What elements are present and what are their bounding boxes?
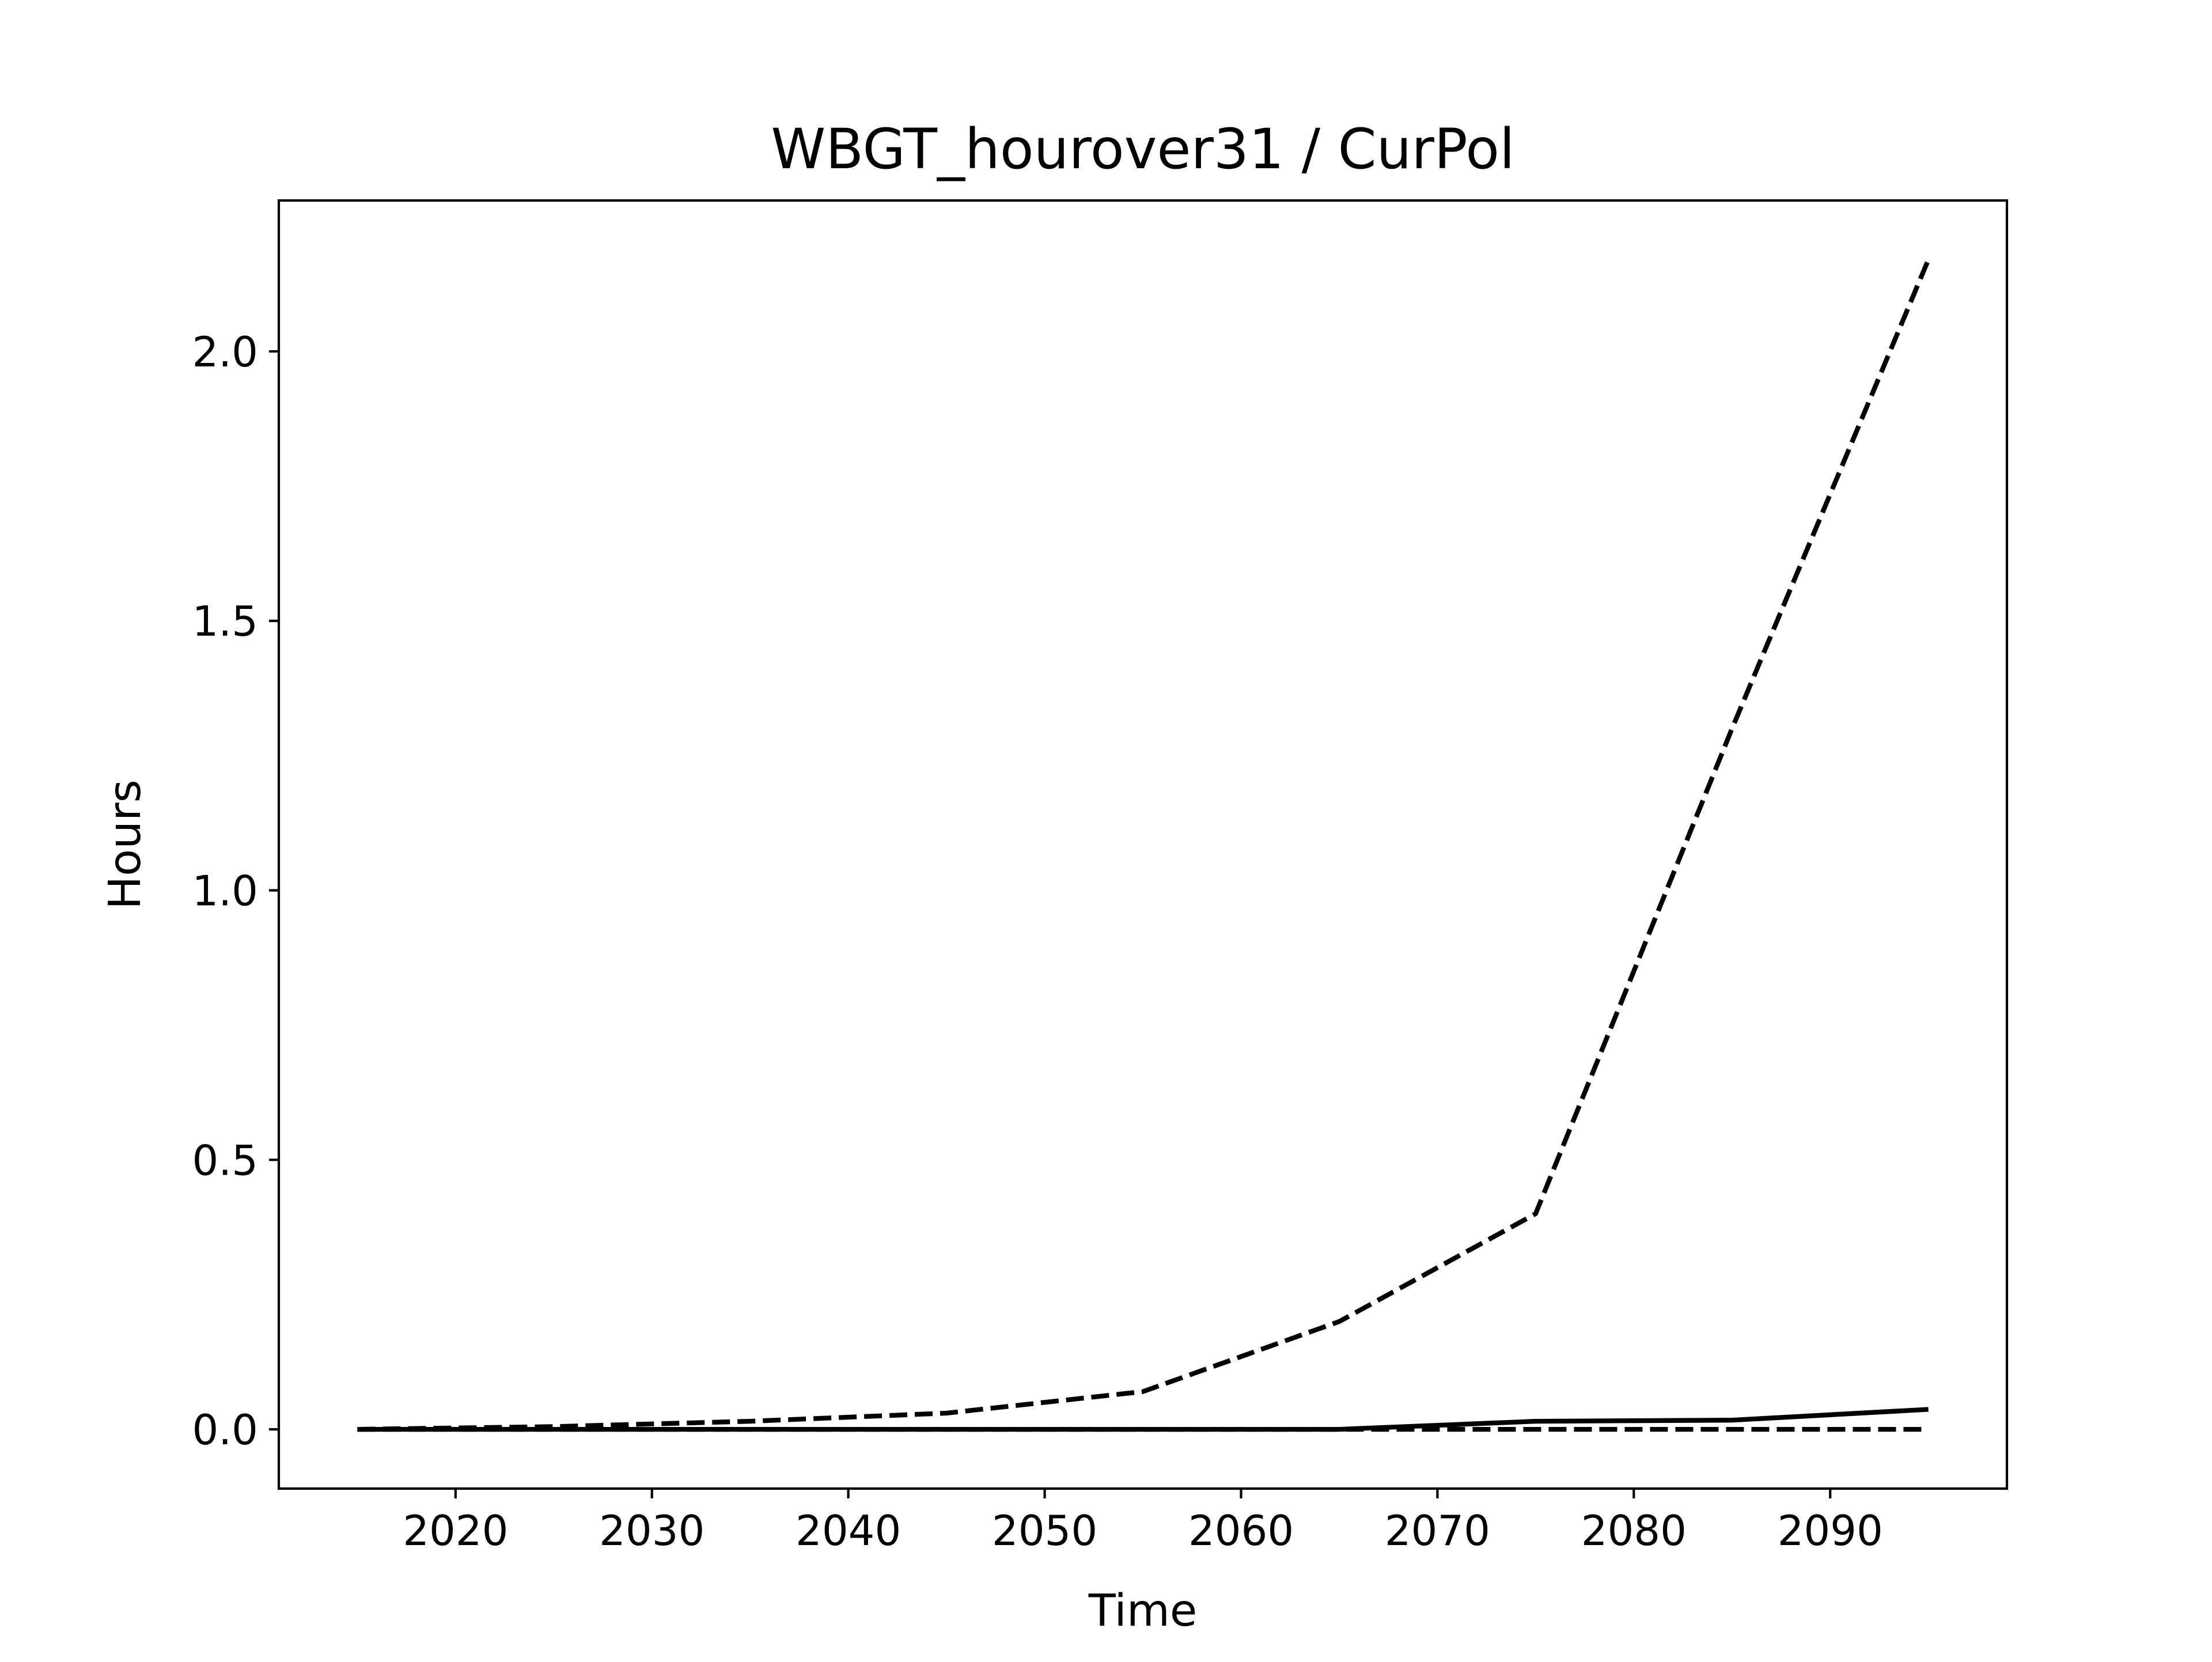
x-tick-label: 2050 xyxy=(992,1506,1097,1555)
x-axis-ticks: 2020 2030 2040 2050 2060 2070 2080 2090 xyxy=(403,1489,1883,1555)
chart-title: WBGT_hourover31 / CurPol xyxy=(771,117,1514,181)
y-tick-label: 0.0 xyxy=(192,1406,258,1454)
y-tick-label: 1.5 xyxy=(192,597,258,646)
series-layer xyxy=(357,259,1931,1432)
y-tick-label: 2.0 xyxy=(192,328,258,376)
series-line-1-dashed xyxy=(357,259,1931,1432)
x-tick-label: 2030 xyxy=(599,1506,704,1555)
plot-frame xyxy=(277,199,2009,1490)
y-tick-label: 1.0 xyxy=(192,867,258,915)
x-tick-label: 2040 xyxy=(796,1506,901,1555)
x-tick-label: 2070 xyxy=(1385,1506,1490,1555)
y-axis-ticks: 0.0 0.5 1.0 1.5 2.0 xyxy=(192,328,279,1454)
x-tick-label: 2080 xyxy=(1581,1506,1687,1555)
x-tick-label: 2090 xyxy=(1778,1506,1883,1555)
x-axis-label: Time xyxy=(1088,1585,1197,1637)
x-tick-label: 2060 xyxy=(1188,1506,1294,1555)
y-tick-label: 0.5 xyxy=(192,1136,258,1184)
y-axis-label: Hours xyxy=(100,779,151,910)
x-tick-label: 2020 xyxy=(403,1506,508,1555)
